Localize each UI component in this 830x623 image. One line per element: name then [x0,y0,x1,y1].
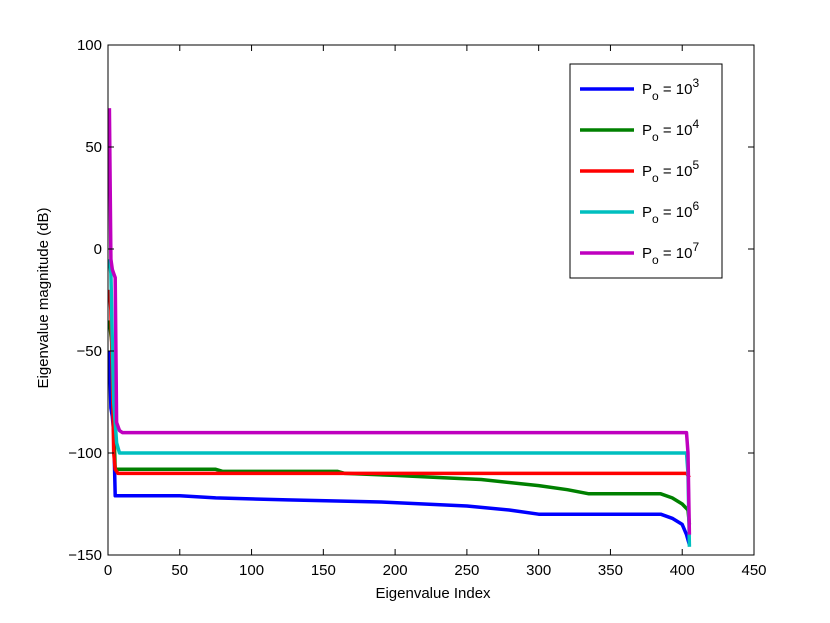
x-tick-label: 50 [171,562,188,579]
x-tick-label: 0 [104,562,112,579]
legend-entry-label: Po = 104 [642,117,699,144]
legend-entry-label: Po = 105 [642,158,699,185]
legend: Po = 103 Po = 104 Po = 105 Po = 106 Po = 107 [569,63,723,279]
y-tick-label: 100 [77,37,102,54]
plot-frame [107,44,755,556]
y-axis-label: Eigenvalue magnitude (dB) [35,208,52,389]
x-tick-label: 250 [454,562,479,579]
y-tick-label: 0 [94,241,102,258]
x-tick-label: 150 [311,562,336,579]
x-tick-label: 200 [383,562,408,579]
legend-entry-label: Po = 103 [642,76,699,103]
x-axis-label: Eigenvalue Index [375,585,491,602]
x-tick-label: 350 [598,562,623,579]
y-tick-label: −150 [68,547,102,564]
y-tick-label: −50 [77,343,102,360]
x-tick-label: 400 [670,562,695,579]
x-tick-label: 450 [741,562,766,579]
x-tick-label: 100 [239,562,264,579]
x-tick-label: 300 [526,562,551,579]
y-tick-label: 50 [85,139,102,156]
legend-entry-label: Po = 106 [642,199,699,226]
series-line-5 [108,108,692,535]
y-tick-label: −100 [68,445,102,462]
legend-entry-label: Po = 107 [642,240,699,267]
